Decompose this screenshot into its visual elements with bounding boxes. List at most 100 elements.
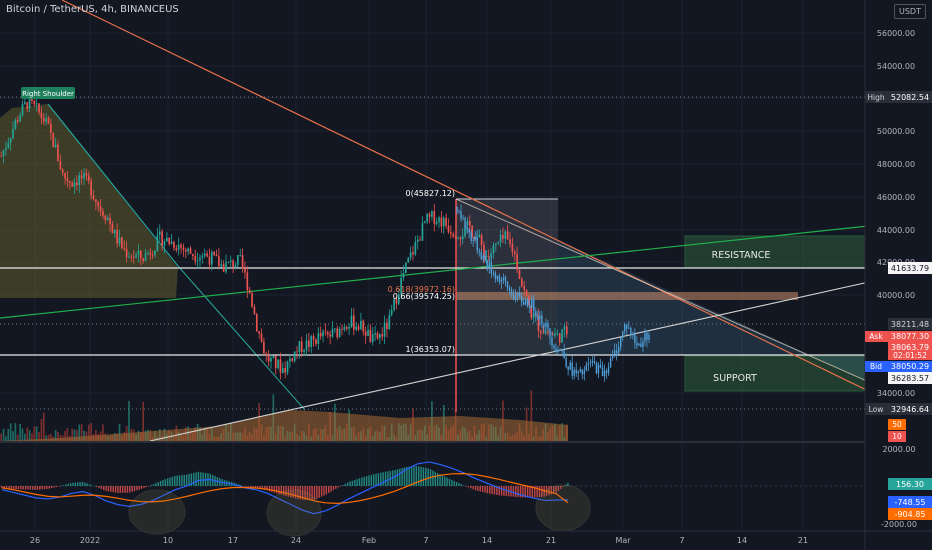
descending-trendline[interactable]: [61, 0, 888, 401]
price-tick-label: 56000.00: [877, 29, 915, 38]
candle-body: [196, 260, 199, 262]
macd-histogram-tag: 156.30: [888, 478, 932, 490]
volume-bar: [33, 426, 36, 441]
macd-histogram-bar: [432, 470, 434, 486]
candle-body: [57, 144, 59, 162]
projection-body: [611, 354, 614, 359]
volume-bar: [21, 428, 24, 441]
candle-body: [565, 326, 568, 335]
volume-bar: [54, 430, 57, 441]
projection-body: [508, 287, 511, 291]
candle-body: [279, 359, 282, 373]
macd-histogram-bar: [413, 466, 415, 486]
macd-line-value: -748.55: [895, 498, 926, 507]
candle-body: [542, 333, 544, 334]
candle-body: [381, 334, 384, 337]
bid-tag-text: Bid: [870, 362, 882, 371]
macd-histogram-bar: [351, 480, 354, 486]
projection-body: [547, 323, 549, 329]
projection-body: [646, 332, 648, 340]
volume-bar: [45, 435, 47, 441]
candle-body: [277, 359, 279, 369]
projection-body: [520, 296, 523, 302]
candle-body: [50, 123, 52, 133]
candle-body: [106, 217, 109, 221]
macd-histogram-bar: [531, 486, 534, 498]
support-zone[interactable]: [684, 355, 888, 392]
macd-histogram-bar: [465, 486, 467, 487]
time-tick-label: 24: [291, 536, 301, 545]
candle-body: [452, 233, 455, 237]
candle-body: [416, 239, 419, 243]
projection-body: [644, 332, 646, 342]
candle-body: [118, 237, 121, 244]
macd-histogram-bar: [448, 478, 451, 486]
time-tick-label: 17: [228, 536, 238, 545]
macd-histogram-bar: [188, 474, 190, 486]
candle-body: [414, 242, 417, 255]
volume-bar: [71, 428, 74, 441]
candle-body: [95, 199, 97, 203]
level-36283-value: 36283.57: [891, 374, 929, 383]
volume-bar: [57, 432, 59, 441]
right-shoulder-label[interactable]: Right Shoulder: [21, 87, 75, 99]
level-41633-value: 41633.79: [891, 264, 929, 273]
candle-body: [130, 256, 133, 258]
candle-body: [263, 341, 265, 354]
volume-bar: [76, 430, 78, 441]
projection-body: [462, 217, 464, 219]
macd-histogram-bar: [81, 481, 84, 486]
candle-body: [516, 253, 518, 270]
macd-histogram-bar: [505, 486, 508, 497]
macd-histogram-bar: [200, 472, 202, 486]
projection-body: [636, 342, 638, 346]
candle-body: [528, 295, 530, 305]
macd-histogram-bar: [396, 469, 399, 486]
candle-body: [376, 333, 379, 339]
candle-body: [421, 222, 424, 241]
low-value: 32946.64: [891, 405, 929, 414]
fib-0-label: 0(45827.12): [405, 189, 455, 198]
candle-body: [121, 237, 123, 248]
projection-body: [525, 299, 527, 305]
descending-trendline-white[interactable]: [455, 198, 888, 391]
projection-body: [569, 362, 571, 370]
high-tag-text: High: [867, 93, 884, 102]
white-ascending-trendline[interactable]: [149, 277, 888, 442]
projection-body: [458, 211, 460, 213]
macd-histogram-bar: [53, 486, 55, 488]
candle-body: [135, 254, 137, 258]
currency-badge[interactable]: USDT: [894, 4, 926, 19]
macd-histogram-bar: [318, 486, 320, 498]
macd-histogram-bar: [259, 486, 261, 489]
macd-histogram-bar: [401, 468, 403, 486]
level-38211-tag: 38211.48: [888, 318, 932, 330]
macd-histogram-bar: [427, 468, 429, 486]
macd-histogram-bar: [24, 486, 27, 490]
macd-histogram-bar: [316, 486, 318, 499]
price-scale-background[interactable]: [865, 0, 932, 550]
candle-body: [45, 118, 47, 122]
green-trendline[interactable]: [0, 223, 888, 319]
volume-bar: [7, 429, 10, 441]
macd-histogram-bar: [486, 486, 489, 494]
macd-histogram-bar: [304, 486, 306, 500]
candle-body: [253, 306, 256, 315]
macd-histogram-bar: [197, 471, 200, 486]
macd-histogram-bar: [500, 486, 503, 496]
projection-body: [456, 206, 458, 212]
candle-body: [175, 248, 178, 250]
macd-histogram-bar: [339, 486, 342, 487]
candle-body: [409, 252, 412, 258]
candle-body: [324, 331, 327, 333]
macd-histogram-bar: [74, 482, 77, 486]
projection-body: [563, 350, 565, 359]
macd-histogram-bar: [325, 486, 328, 495]
macd-histogram-bar: [380, 472, 382, 486]
macd-histogram-bar: [387, 471, 389, 486]
macd-histogram-bar: [375, 473, 377, 486]
macd-histogram-bar: [190, 473, 193, 486]
projection-body: [553, 345, 555, 349]
